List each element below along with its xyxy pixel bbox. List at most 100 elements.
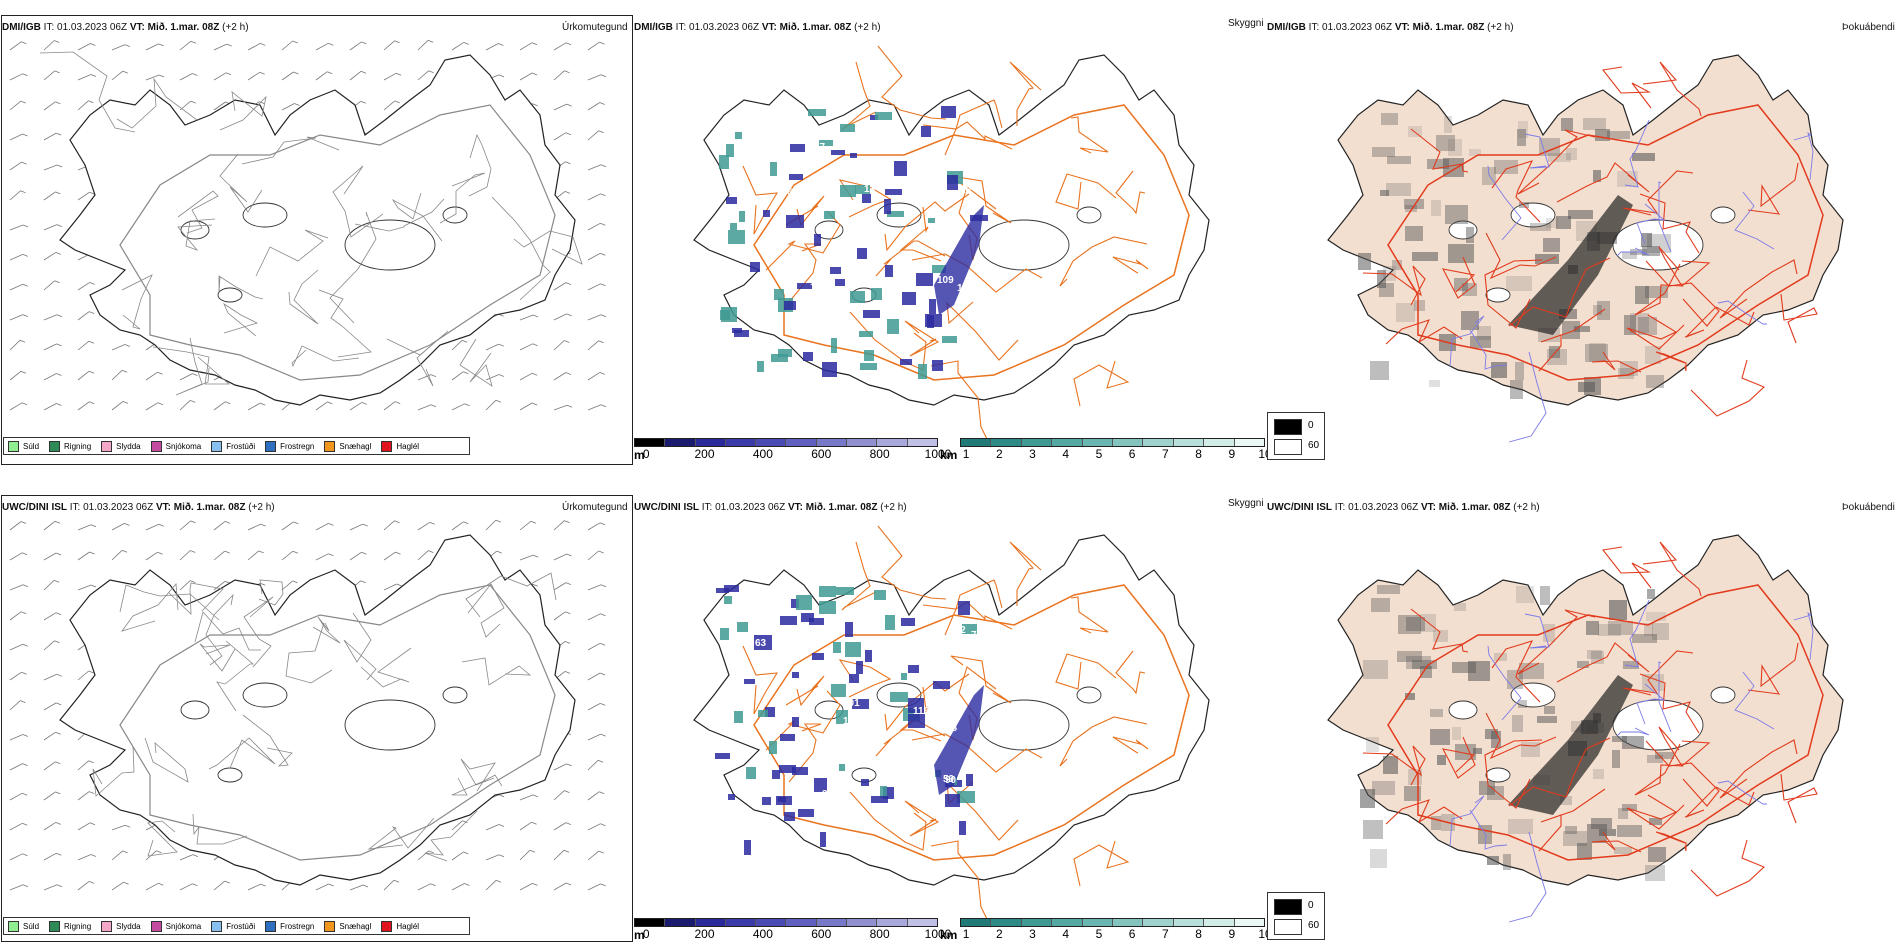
lead-time: (+2 h) (1513, 502, 1540, 513)
fog-legend-swatch (1274, 919, 1302, 935)
legend-swatch (101, 920, 113, 932)
ring-road (753, 584, 1190, 861)
title-fog: Þokuábendi (1842, 22, 1895, 33)
visibility-value-label: 116 (913, 706, 930, 717)
valid-time: Mið. 1.mar. 08Z (1438, 502, 1511, 513)
low-visibility-areas (715, 585, 984, 855)
legend-label: Haglél (396, 441, 420, 451)
colorbar-tick: 3 (1029, 447, 1036, 461)
valid-label: VT: (1394, 22, 1410, 33)
fog-areas (1360, 585, 1674, 881)
glacier-outline (242, 202, 288, 228)
visibility-value-label: 37 (822, 789, 834, 800)
colorbar-cell (991, 919, 1022, 926)
visibility-value-label: 87 (814, 142, 826, 153)
legend-item: Frostúði (211, 920, 256, 932)
valid-label: VT: (155, 502, 171, 513)
init-time: IT: 01.03.2023 06Z (701, 502, 786, 513)
colorbar-cell (1113, 439, 1144, 446)
road-network (1362, 541, 1824, 897)
visibility-value-label: 102 (949, 625, 966, 636)
colorbar-ticks: 1 2 3 4 5 6 7 8 9 10 (960, 447, 1272, 461)
ring-road (1387, 584, 1824, 861)
colorbar-tick: 600 (811, 927, 832, 941)
legend-label: Súld (23, 441, 40, 451)
colorbar-tick: 0 (642, 447, 650, 461)
lead-time: (+2 h) (854, 22, 881, 33)
colorbar-unit-m: m (634, 928, 645, 942)
valid-label: VT: (787, 502, 803, 513)
row-2: UWC/DINI ISL IT: 01.03.2023 06Z VT: Mið.… (0, 480, 1900, 950)
init-time: IT: 01.03.2023 06Z (675, 22, 760, 33)
colorbar-cell (1173, 919, 1205, 926)
visibility-value-label: 109 (937, 275, 954, 286)
legend-label: Frostúði (226, 921, 256, 931)
colorbar-cells (634, 438, 938, 447)
legend-swatch (8, 920, 19, 932)
rivers (1449, 599, 1814, 923)
valid-time: Mið. 1.mar. 08Z (779, 22, 852, 33)
legend-item: Slydda (101, 440, 141, 452)
glacier-outline (1710, 206, 1736, 224)
legend-item: Rigning (49, 920, 91, 932)
init-time: IT: 01.03.2023 06Z (69, 502, 154, 513)
iceland-outline (1327, 534, 1844, 923)
low-visibility-areas (719, 106, 988, 379)
iceland-outline: 109 16 12 13 97 87 20 13 94 64 (693, 45, 1210, 448)
lead-time: (+2 h) (222, 22, 249, 33)
glacier-outline (442, 686, 468, 704)
visibility-value-label: 97 (758, 298, 770, 309)
colorbar-tick: 200 (694, 927, 715, 941)
legend-swatch (324, 920, 336, 932)
legend-swatch (324, 440, 336, 452)
colorbar-tick: 1 (962, 927, 970, 941)
colorbar-tick: 4 (1062, 447, 1070, 461)
glacier-outline (978, 219, 1070, 271)
visibility-value-label: 12 (843, 716, 855, 727)
iceland-outline (39, 51, 583, 406)
title-precip-type: Úrkomutegund (562, 22, 628, 33)
header-visibility: DMI/IGB IT: 01.03.2023 06Z VT: Mið. 1.ma… (634, 22, 881, 33)
init-time: IT: 01.03.2023 06Z (43, 22, 128, 33)
model-name: UWC/DINI ISL (634, 502, 699, 513)
legend-swatch (49, 920, 61, 932)
colorbar-cells (634, 918, 938, 927)
visibility-value-label: 69 (827, 777, 839, 788)
colorbar-cell (1173, 439, 1205, 446)
glacier-outline (1485, 767, 1511, 783)
colorbar-cell (756, 439, 787, 446)
visibility-value-label: 110 (873, 762, 890, 773)
road-network (742, 525, 1190, 928)
title-precip-type: Úrkomutegund (562, 502, 628, 513)
colorbar-cells (960, 438, 1265, 447)
colorbar-tick: 600 (811, 447, 832, 461)
road-network (1362, 61, 1824, 417)
legend-label: Frostregn (280, 441, 315, 451)
colorbar-tick: 0 (642, 927, 650, 941)
colorbar-cell (1143, 919, 1174, 926)
legend-swatch (265, 440, 277, 452)
colorbar-cell (877, 439, 908, 446)
model-name: DMI/IGB (634, 22, 673, 33)
colorbar-cell (877, 919, 908, 926)
colorbar-tick: 5 (1095, 927, 1103, 941)
map-frame-precip (1, 495, 633, 942)
legend-swatch (381, 440, 393, 452)
title-fog: Þokuábendi (1842, 502, 1895, 513)
legend-label: Slydda (116, 441, 141, 451)
fog-areas (1358, 113, 1671, 399)
legend-swatch (150, 440, 162, 452)
colorbar-cell (665, 919, 696, 926)
glacier-outline (1448, 220, 1478, 240)
colorbar-cell (725, 919, 757, 926)
glacier-outline (180, 700, 210, 720)
colorbar-cell (847, 919, 878, 926)
map-precip-type (9, 39, 607, 411)
colorbar-tick: 6 (1128, 447, 1136, 461)
header-precip-type: UWC/DINI ISL IT: 01.03.2023 06Z VT: Mið.… (2, 502, 275, 513)
colorbar-cell (665, 439, 696, 446)
road-network (92, 572, 557, 862)
ring-road (119, 584, 556, 861)
legend-item: Frostúði (211, 440, 255, 452)
glacier-outline (1448, 700, 1478, 720)
